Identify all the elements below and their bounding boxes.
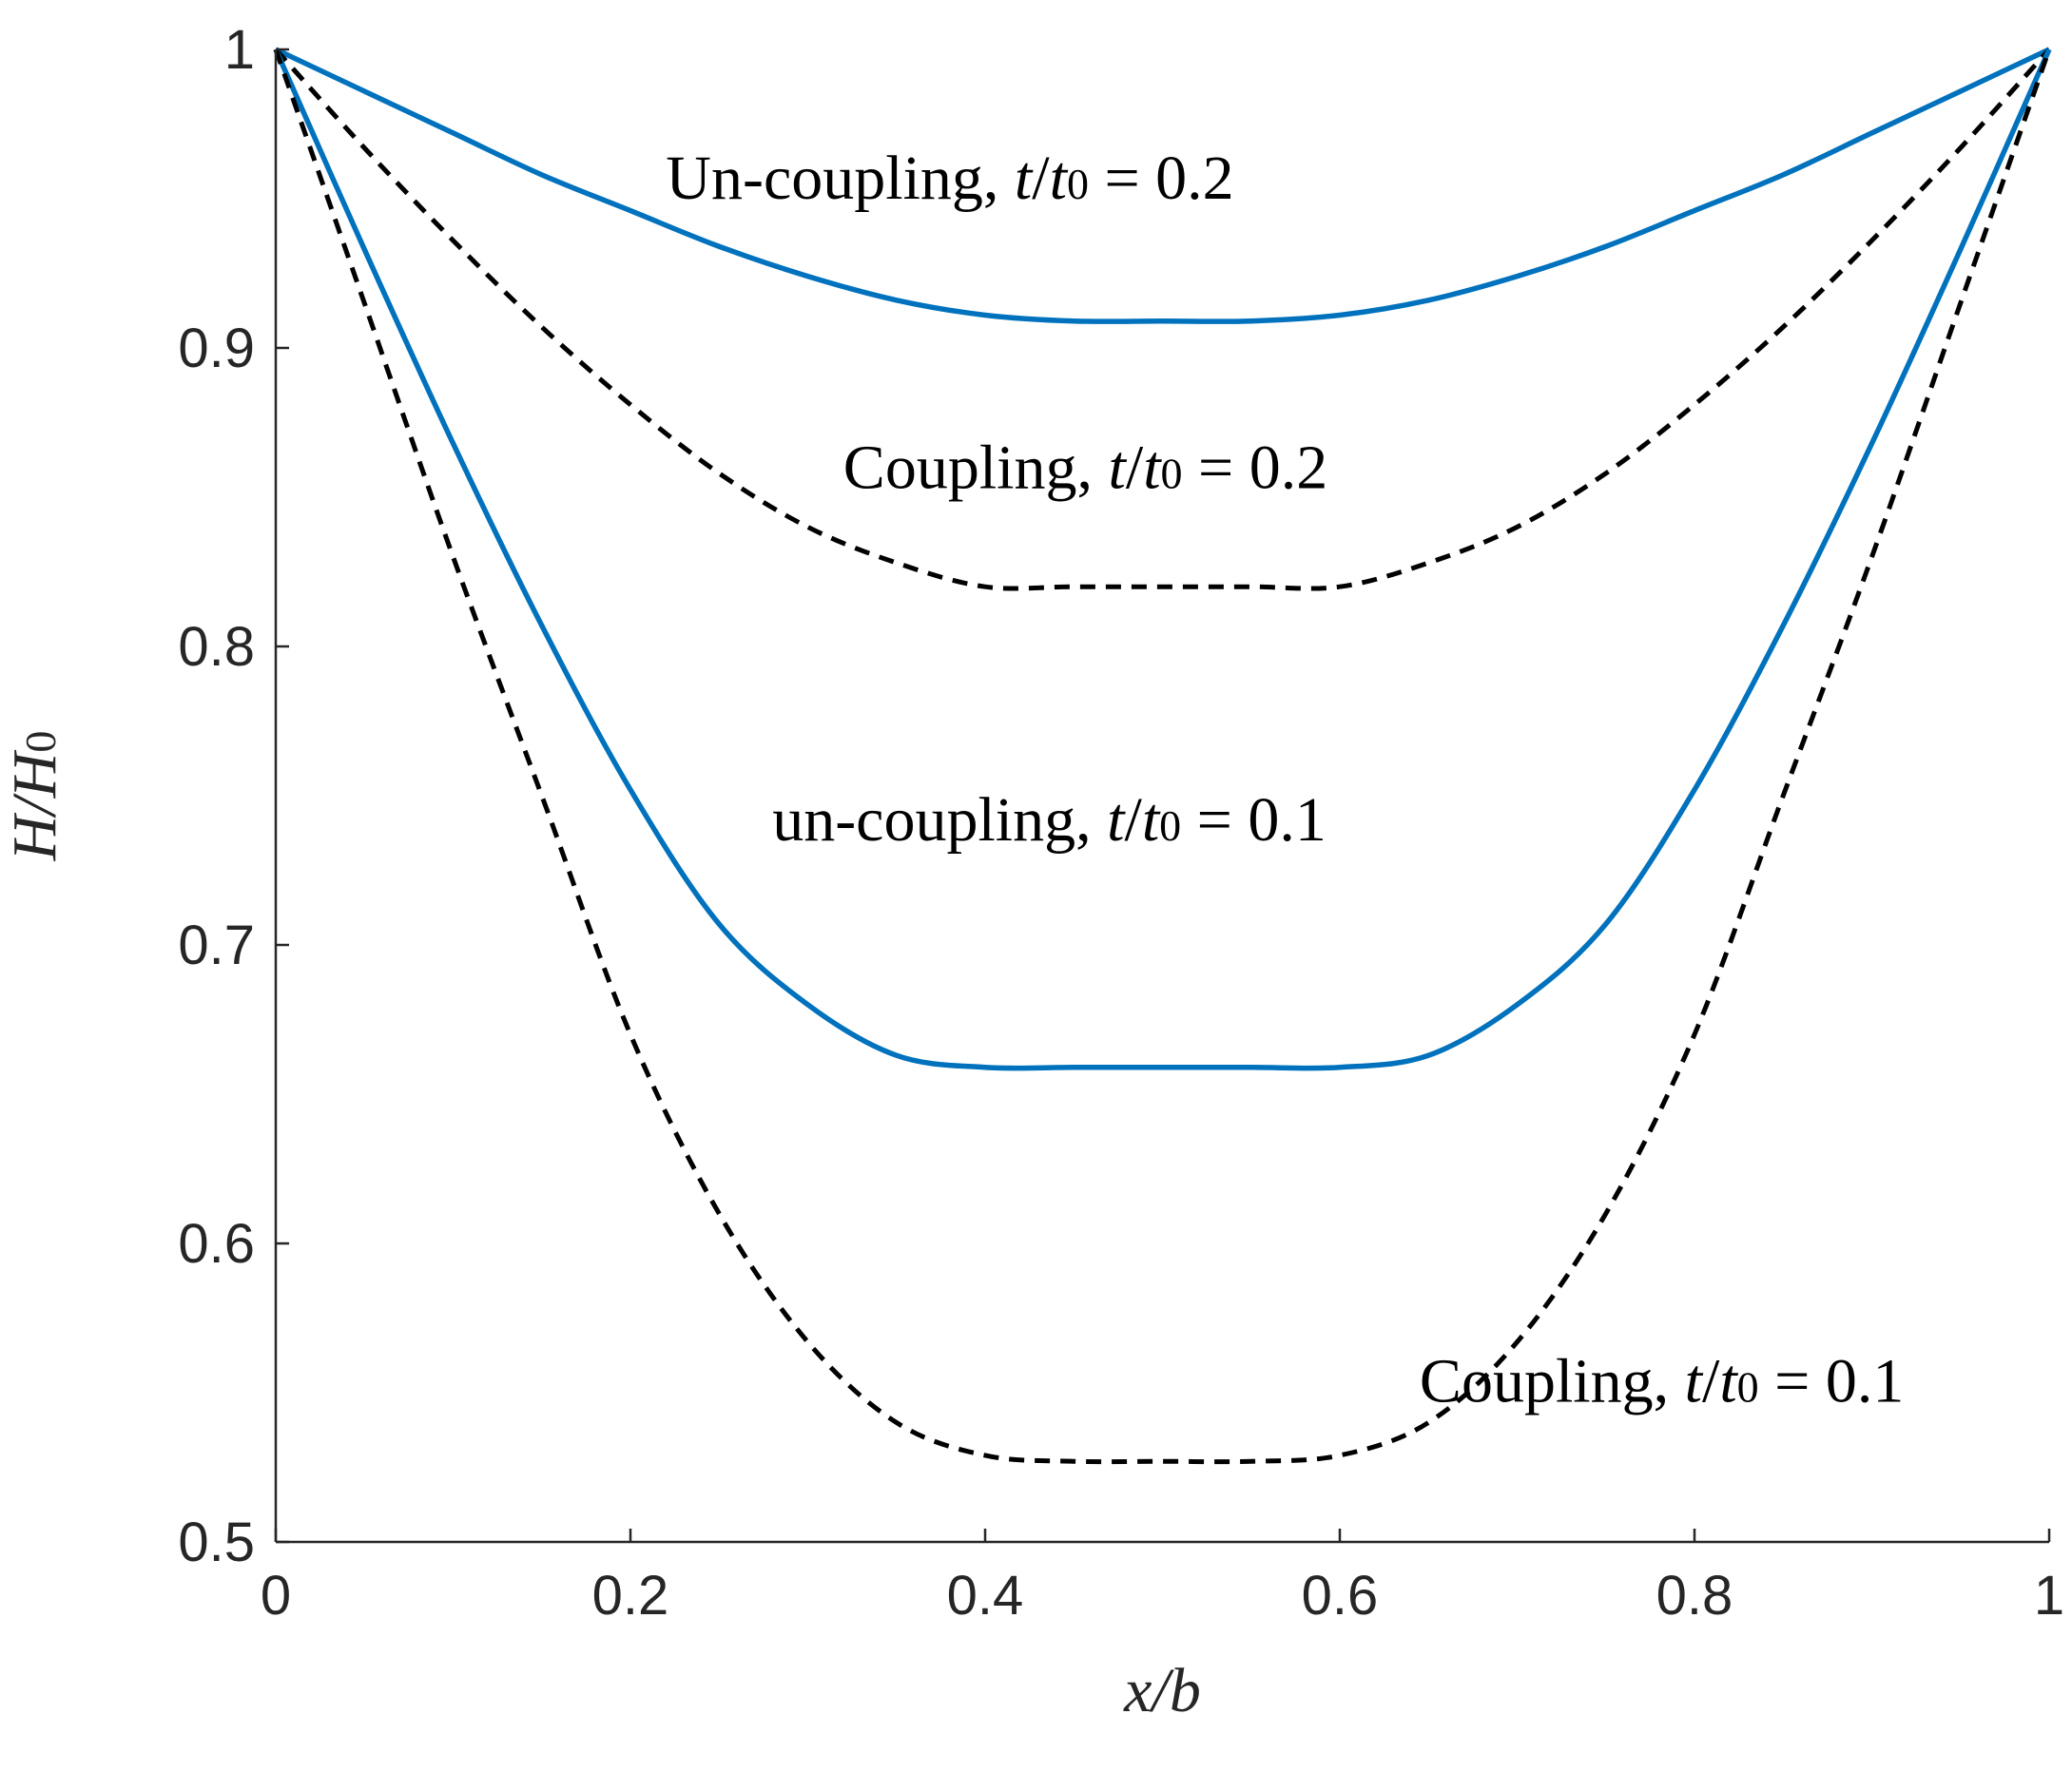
series-line-uncoupling-02 [274, 47, 2051, 324]
x-tick-label: 0.8 [1656, 1565, 1733, 1627]
y-tick-label: 0.8 [178, 616, 255, 678]
x-tick-label: 1 [2034, 1565, 2064, 1627]
x-tick-label: 0.2 [592, 1565, 669, 1627]
ticks: 0 0.2 0.4 0.6 0.8 1 0.5 0.6 0.7 0.8 0.9 1 [178, 19, 2064, 1627]
x-tick-label: 0.4 [947, 1565, 1024, 1627]
y-tick-label: 1 [224, 19, 255, 81]
x-tick-label: 0 [261, 1565, 291, 1627]
annotation-uncoupling-02: Un-coupling, t/t0 = 0.2 [666, 144, 1233, 213]
y-tick-label: 0.9 [178, 318, 255, 379]
series-line-coupling-02 [274, 48, 2051, 591]
y-tick-label: 0.5 [178, 1512, 255, 1573]
annotation-uncoupling-01: un-coupling, t/t0 = 0.1 [772, 785, 1326, 855]
series-layer [273, 47, 2052, 1465]
x-tick-label: 0.6 [1302, 1565, 1379, 1627]
y-tick-label: 0.7 [178, 915, 255, 976]
annotation-coupling-01: Coupling, t/t0 = 0.1 [1420, 1346, 1904, 1416]
series-line-uncoupling-01 [273, 48, 2052, 1071]
annotations: Un-coupling, t/t0 = 0.2 Coupling, t/t0 =… [666, 144, 1904, 1416]
y-axis-label: H/H0 [0, 731, 69, 862]
y-tick-label: 0.6 [178, 1213, 255, 1275]
annotation-coupling-02: Coupling, t/t0 = 0.2 [843, 433, 1327, 503]
x-axis-label: x/b [1123, 1656, 1201, 1725]
axes [274, 49, 2049, 1544]
series-line-coupling-01 [273, 48, 2052, 1465]
